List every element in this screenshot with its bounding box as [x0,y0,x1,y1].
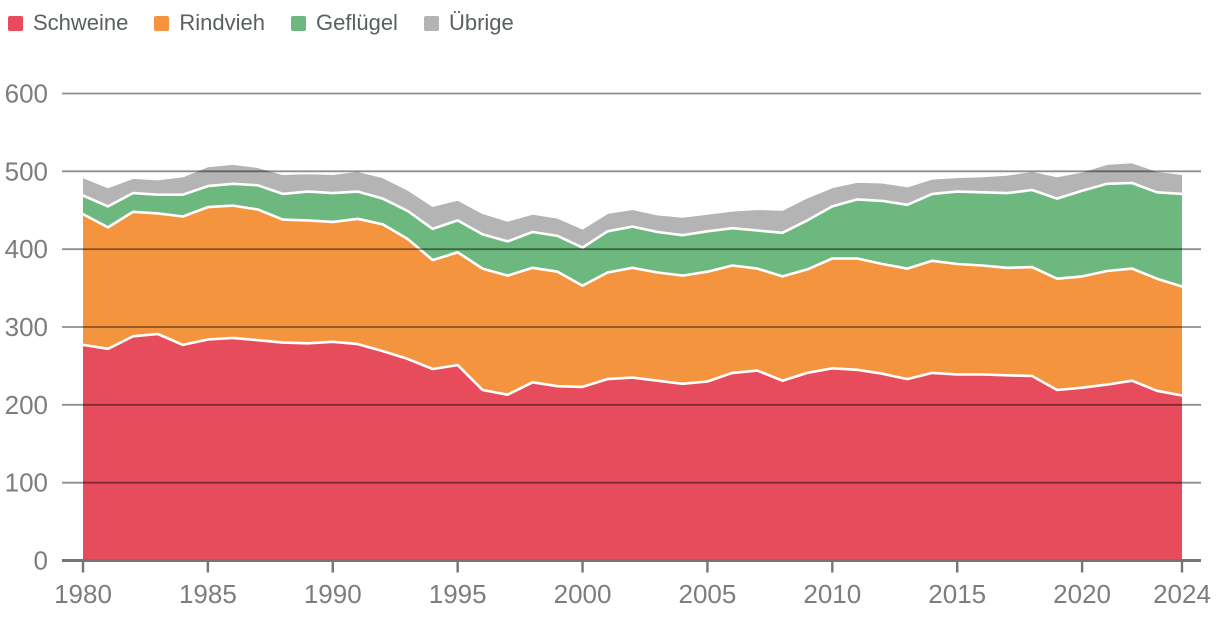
x-tick-label-1985: 1985 [179,579,237,609]
legend-swatch-rindvieh [154,15,170,31]
y-tick-label-600: 600 [5,79,48,109]
legend-item-schweine: Schweine [8,12,128,34]
boundary-rindvieh [81,204,1184,288]
x-tick-label-2020: 2020 [1053,579,1111,609]
x-tick-label-2000: 2000 [554,579,612,609]
x-tick-label-1990: 1990 [304,579,362,609]
legend-item-rindvieh: Rindvieh [154,12,265,34]
boundary-uebrige [81,160,1184,230]
boundary-schweine [81,332,1184,397]
y-tick-label-400: 400 [5,234,48,264]
legend-item-uebrige: Übrige [423,10,514,35]
x-tick-label-1995: 1995 [429,579,487,609]
legend-swatch-gefluegel [291,15,306,31]
legend-label-schweine: Schweine [33,10,129,35]
area-schweine [83,334,1182,561]
x-tick-label-2015: 2015 [928,579,986,609]
chart-legend: Schweine Rindvieh Geflügel Übrige [8,12,514,34]
y-tick-label-200: 200 [5,390,48,420]
y-tick-label-0: 0 [34,546,48,576]
legend-label-rindvieh: Rindvieh [179,10,265,35]
x-tick-label-2010: 2010 [803,579,861,609]
legend-swatch-uebrige [423,15,439,31]
y-tick-label-100: 100 [5,468,48,498]
x-tick-label-2005: 2005 [679,579,737,609]
legend-label-gefluegel: Geflügel [316,10,398,35]
legend-swatch-schweine [8,15,23,31]
legend-label-uebrige: Übrige [448,10,514,35]
legend-item-gefluegel: Geflügel [291,12,398,34]
x-tick-label-2024: 2024 [1153,579,1211,609]
y-tick-label-500: 500 [5,156,48,186]
y-tick-label-300: 300 [5,312,48,342]
x-tick-label-1980: 1980 [54,579,112,609]
boundary-gefluegel [81,181,1184,249]
